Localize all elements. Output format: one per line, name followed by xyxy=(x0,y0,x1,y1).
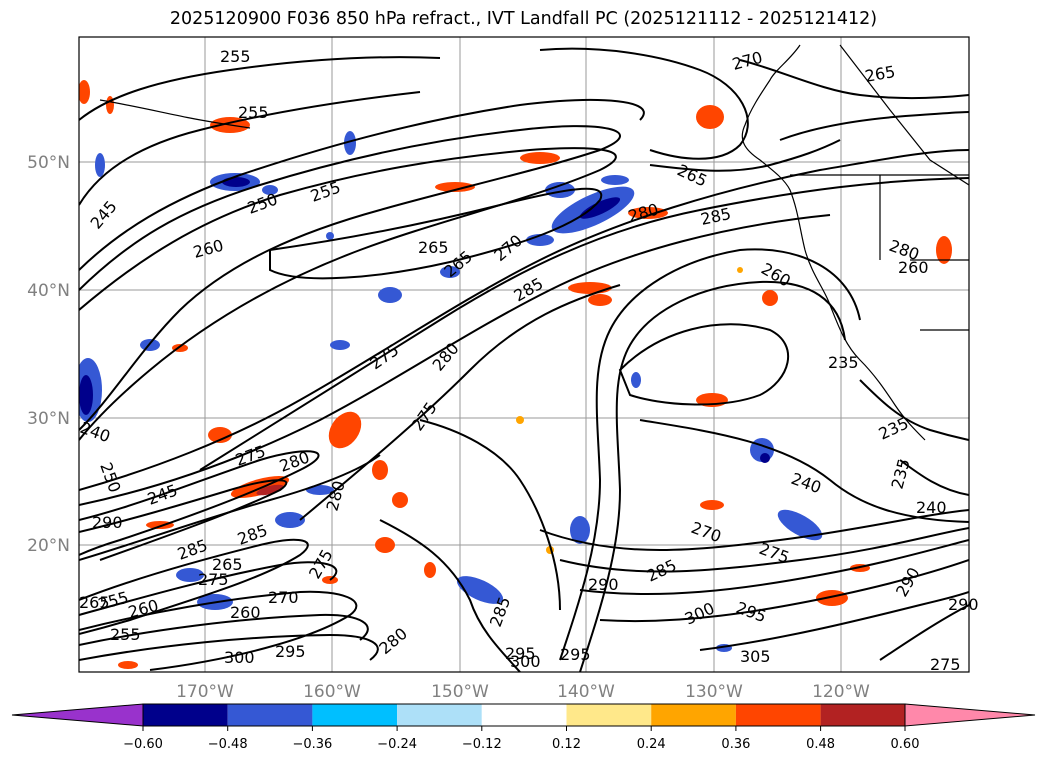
contour-label: 265 xyxy=(418,238,449,257)
colorbar-tick-label: −0.24 xyxy=(377,737,417,752)
colorbar-tick-label: −0.48 xyxy=(208,737,248,752)
contour-label: 265 xyxy=(212,555,243,574)
colorbar-tick-label: 0.24 xyxy=(637,737,666,752)
colorbar: −0.60 −0.48 −0.36 −0.24 −0.12 0.12 0.24 … xyxy=(11,703,1036,752)
lat-label: 30°N xyxy=(27,409,70,429)
contour-label: 290 xyxy=(948,595,979,614)
colorbar-segment xyxy=(227,704,313,726)
lat-label: 20°N xyxy=(27,536,70,556)
colorbar-segment xyxy=(735,704,821,726)
lon-label: 140°W xyxy=(557,682,615,702)
longitude-labels: 170°W 160°W 150°W 140°W 130°W 120°W xyxy=(176,682,870,702)
contour-label: 235 xyxy=(828,353,859,372)
contour-label: 290 xyxy=(92,513,123,532)
colorbar-tick-label: 0.36 xyxy=(721,737,750,752)
lon-label: 170°W xyxy=(176,682,234,702)
colorbar-tick-label: 0.60 xyxy=(891,737,920,752)
contour-label: 295 xyxy=(505,644,536,663)
contour-label: 295 xyxy=(560,645,591,664)
colorbar-tick-label: 0.48 xyxy=(806,737,835,752)
contour-label: 255 xyxy=(238,103,269,122)
map-frame xyxy=(79,37,969,672)
contour-label: 270 xyxy=(268,588,299,607)
contour-label: 260 xyxy=(230,603,261,622)
contour-label: 290 xyxy=(588,575,619,594)
contour-label: 275 xyxy=(930,655,961,674)
contour-label: 240 xyxy=(916,498,947,517)
plot-title: 2025120900 F036 850 hPa refract., IVT La… xyxy=(169,9,878,29)
colorbar-tick-label: −0.60 xyxy=(123,737,163,752)
contour-label: 260 xyxy=(898,258,929,277)
colorbar-tick-label: 0.12 xyxy=(552,737,581,752)
latitude-labels: 50°N 40°N 30°N 20°N xyxy=(27,153,70,556)
coastlines xyxy=(99,44,969,441)
colorbar-extend-low xyxy=(11,703,144,727)
refractivity-contours xyxy=(79,47,969,672)
colorbar-tick-label: −0.12 xyxy=(462,737,502,752)
colorbar-ticks xyxy=(142,726,906,731)
lon-label: 130°W xyxy=(685,682,743,702)
colorbar-tick-label: −0.36 xyxy=(292,737,332,752)
colorbar-segment xyxy=(481,704,567,726)
contour-label: 255 xyxy=(110,625,141,644)
lat-label: 40°N xyxy=(27,281,70,301)
contour-label: 300 xyxy=(510,652,541,671)
colorbar-segment xyxy=(651,704,736,726)
colorbar-segment xyxy=(820,704,906,726)
lon-label: 120°W xyxy=(812,682,870,702)
map-border xyxy=(78,36,970,673)
contour-label: 255 xyxy=(220,47,251,66)
contour-label: 295 xyxy=(275,642,306,661)
lat-label: 50°N xyxy=(27,153,70,173)
colorbar-outline xyxy=(142,703,906,727)
contour-label: 265 xyxy=(79,593,110,612)
colorbar-segment xyxy=(143,704,228,726)
contour-label: 300 xyxy=(224,648,255,667)
contour-label: 305 xyxy=(740,647,771,666)
colorbar-extend-high xyxy=(904,703,1036,727)
colorbar-segment xyxy=(566,704,652,726)
lon-label: 150°W xyxy=(431,682,489,702)
contour-label: 275 xyxy=(198,570,229,589)
lon-label: 160°W xyxy=(303,682,361,702)
colorbar-segment xyxy=(312,704,398,726)
colorbar-segment xyxy=(397,704,482,726)
